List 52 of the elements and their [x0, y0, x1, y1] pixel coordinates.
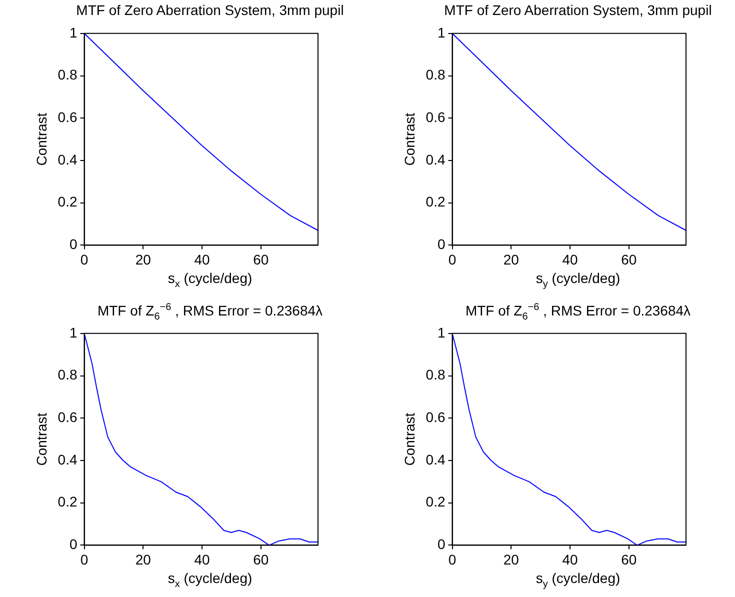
x-axis-title: s$_{x}$ (cycle/deg)	[166, 270, 254, 290]
y-tick-label: 1	[69, 24, 78, 40]
y-tick-label: 0	[69, 236, 78, 252]
y-tick-label: 0.2	[426, 494, 446, 510]
x-tick-label: 0	[80, 251, 88, 268]
y-tick-label: 0.4	[426, 151, 446, 168]
y-tick-label: 0.8	[426, 366, 446, 383]
y-tick-label: 1	[437, 324, 446, 340]
x-tick-label: 40	[562, 251, 578, 268]
y-tick-label: 0.8	[426, 66, 446, 83]
y-axis-title: Contrast	[401, 412, 418, 466]
x-tick-label: 40	[562, 551, 578, 568]
chart-title: MTF of Z$_{6}$$^{−6}$ , RMS Error = 0.23684λ	[96, 302, 324, 322]
y-tick-label: 0.6	[426, 408, 446, 425]
y-tick-label: 0.2	[58, 194, 78, 210]
y-tick-label: 0.8	[58, 366, 78, 383]
x-tick-label: 40	[194, 551, 210, 568]
chart-title: MTF of Z$_{6}$$^{−6}$ , RMS Error = 0.23684λ	[464, 302, 692, 322]
y-tick-label: 0.4	[426, 451, 446, 468]
x-tick-label: 0	[448, 251, 456, 268]
y-tick-label: 0	[69, 536, 78, 552]
y-tick-label: 0.6	[426, 108, 446, 125]
x-tick-label: 60	[253, 251, 269, 268]
y-axis-title: Contrast	[33, 112, 50, 166]
x-tick-label: 0	[80, 551, 88, 568]
y-tick-label: 0.2	[426, 194, 446, 210]
y-tick-label: 0	[437, 236, 446, 252]
y-tick-label: 0.4	[58, 151, 78, 168]
y-tick-label: 0.4	[58, 451, 78, 468]
y-tick-label: 0.8	[58, 66, 78, 83]
y-tick-label: 0.2	[58, 494, 78, 510]
y-axis-title: Contrast	[401, 112, 418, 166]
x-axis-title: s$_{x}$ (cycle/deg)	[166, 570, 254, 590]
y-tick-label: 0.6	[58, 108, 78, 125]
y-tick-label: 0.6	[58, 408, 78, 425]
chart-title: MTF of Zero Aberration System, 3mm pupil	[75, 2, 345, 18]
x-tick-label: 60	[621, 551, 637, 568]
chart-title: MTF of Zero Aberration System, 3mm pupil	[443, 2, 713, 18]
x-tick-label: 20	[503, 251, 520, 268]
x-tick-label: 20	[135, 551, 152, 568]
y-tick-label: 1	[437, 24, 446, 40]
x-tick-label: 40	[194, 251, 210, 268]
x-tick-label: 20	[503, 551, 520, 568]
x-tick-label: 0	[448, 551, 456, 568]
x-tick-label: 60	[621, 251, 637, 268]
x-tick-label: 20	[135, 251, 152, 268]
x-axis-title: s$_{y}$ (cycle/deg)	[534, 570, 622, 590]
y-axis-title: Contrast	[33, 412, 50, 466]
y-tick-label: 1	[69, 324, 78, 340]
x-axis-title: s$_{y}$ (cycle/deg)	[534, 270, 622, 290]
y-tick-label: 0	[437, 536, 446, 552]
x-tick-label: 60	[253, 551, 269, 568]
